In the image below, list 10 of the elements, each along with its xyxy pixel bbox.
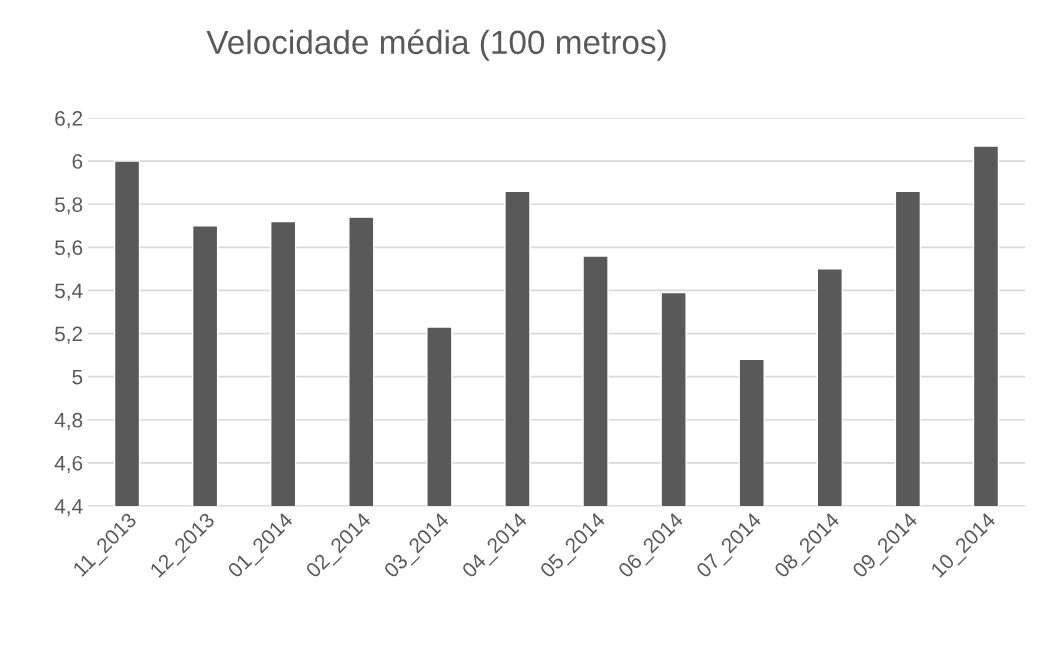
chart-title: Velocidade média (100 metros) <box>206 29 666 61</box>
y-tick-label: 5 <box>72 369 83 385</box>
y-tick-label: 5,6 <box>55 240 83 258</box>
y-tick-label: 6 <box>72 154 83 169</box>
y-tick-label: 5,8 <box>55 197 83 215</box>
y-tick-label: 5,4 <box>55 283 83 301</box>
y-tick-label: 4,8 <box>54 412 83 430</box>
y-tick-label: 6,2 <box>55 111 83 129</box>
y-tick-label: 5,2 <box>55 326 83 344</box>
y-tick-label: 4,6 <box>54 455 83 474</box>
